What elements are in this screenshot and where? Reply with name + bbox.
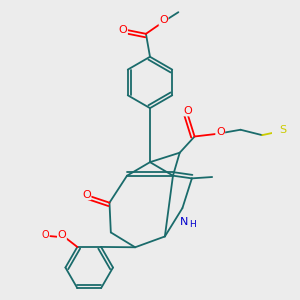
Text: N: N xyxy=(180,217,188,226)
Text: O: O xyxy=(58,230,66,240)
Text: O: O xyxy=(159,15,168,25)
Text: O: O xyxy=(216,128,225,137)
Text: H: H xyxy=(189,220,196,229)
Text: O: O xyxy=(41,230,49,240)
Text: O: O xyxy=(82,190,91,200)
Text: O: O xyxy=(118,25,127,35)
Text: O: O xyxy=(184,106,192,116)
Text: S: S xyxy=(279,125,286,135)
